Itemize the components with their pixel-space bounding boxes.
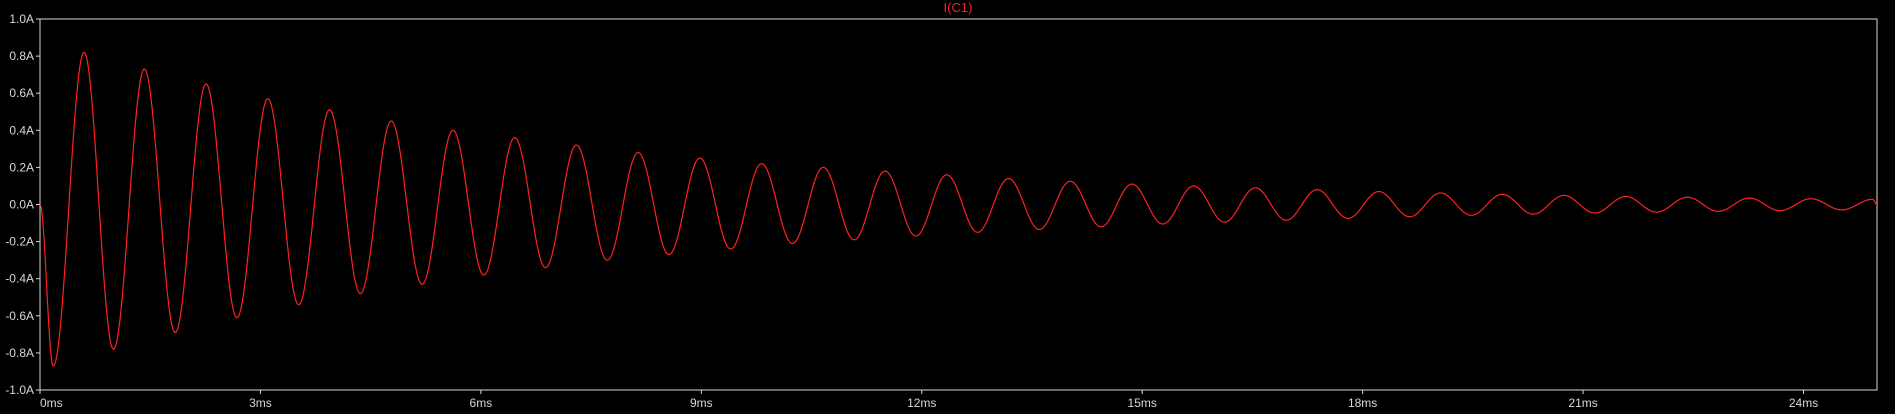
- series-line: [39, 51, 1878, 367]
- x-tick-label: 3ms: [249, 396, 272, 410]
- y-tick-label: -1.0A: [5, 383, 34, 397]
- x-tick-label: 0ms: [40, 396, 63, 410]
- y-tick-label: 0.0A: [9, 198, 34, 212]
- x-axis: 0ms 3ms 6ms 9ms 12ms 15ms 18ms 21ms 24ms: [39, 390, 1818, 410]
- y-axis: 1.0A 0.8A 0.6A 0.4A 0.2A 0.0A -0.2A -0.4A -0.6A -…: [5, 12, 40, 397]
- chart-title: I(C1): [944, 0, 973, 15]
- x-tick-label: 24ms: [1789, 396, 1818, 410]
- y-tick-label: -0.4A: [5, 272, 34, 286]
- y-tick-label: 0.6A: [9, 86, 34, 100]
- x-tick-label: 9ms: [690, 396, 713, 410]
- y-tick-label: 0.8A: [9, 49, 34, 63]
- y-tick-label: 0.2A: [9, 160, 34, 174]
- y-tick-label: -0.6A: [5, 309, 34, 323]
- y-tick-label: 0.4A: [9, 123, 34, 137]
- y-tick-label: -0.2A: [5, 235, 34, 249]
- x-tick-label: 21ms: [1568, 396, 1597, 410]
- series-layer: [39, 51, 1878, 367]
- x-tick-label: 12ms: [907, 396, 936, 410]
- x-tick-label: 6ms: [470, 396, 493, 410]
- y-tick-label: 1.0A: [9, 12, 34, 26]
- x-tick-label: 15ms: [1128, 396, 1157, 410]
- x-tick-label: 18ms: [1348, 396, 1377, 410]
- y-tick-label: -0.8A: [5, 346, 34, 360]
